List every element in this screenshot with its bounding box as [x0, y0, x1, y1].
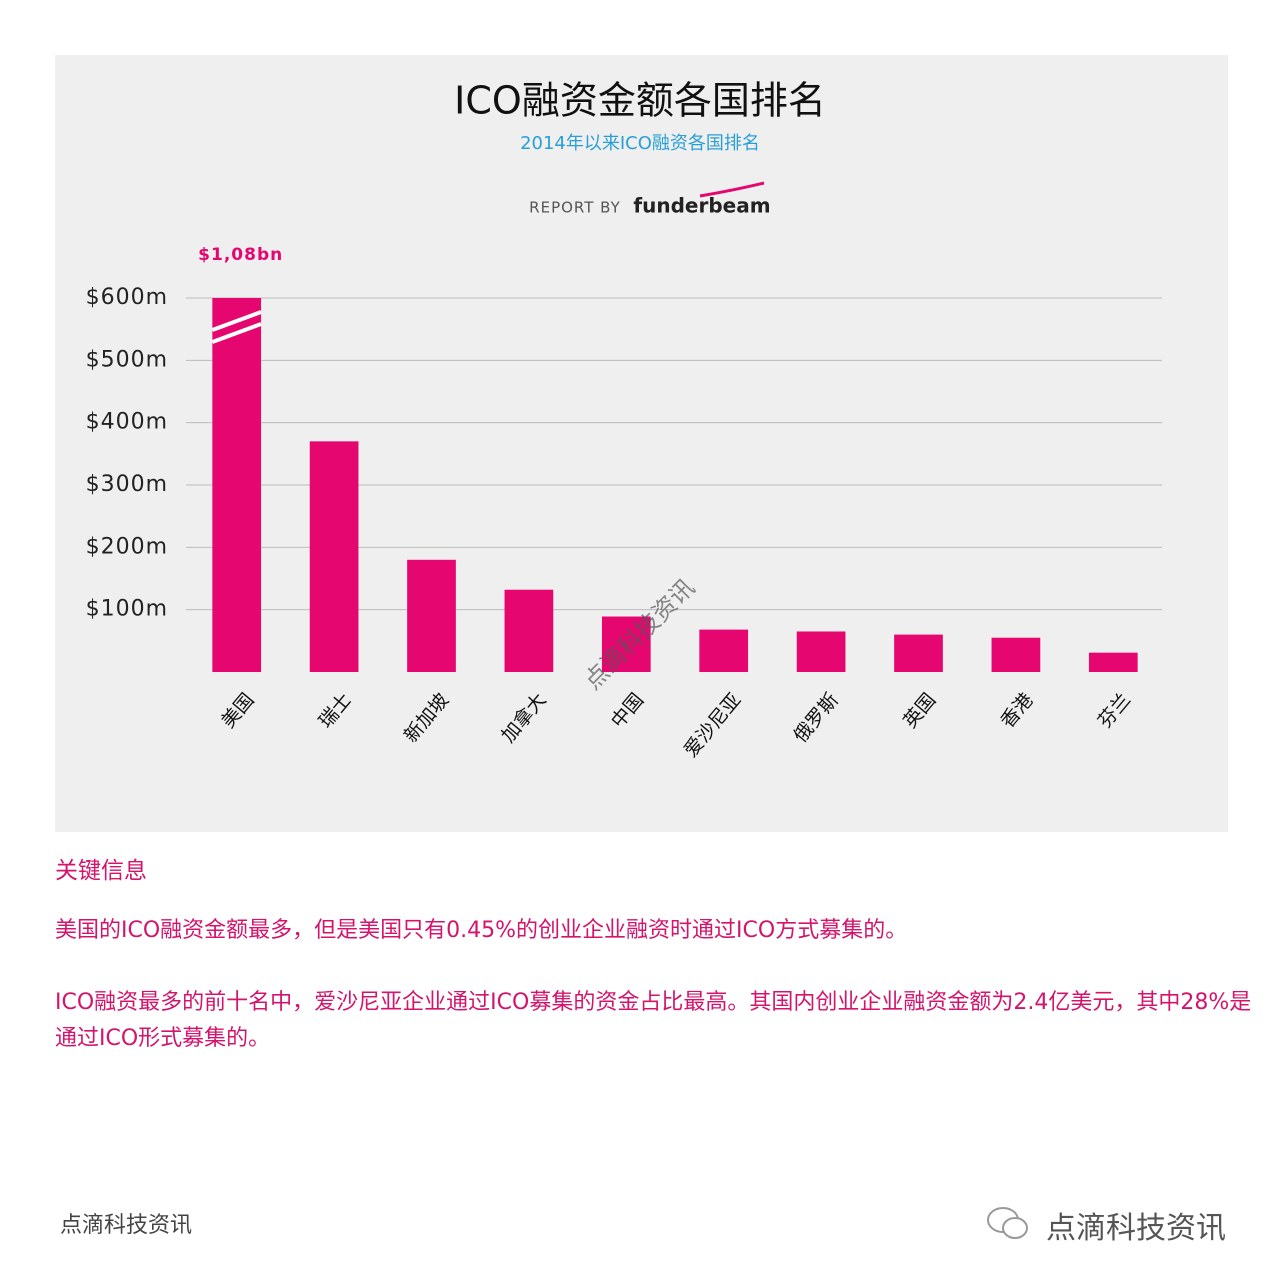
plot: $100m$200m$300m$400m$500m$600m美国$1,08bn瑞…	[86, 245, 1162, 761]
chart-title: ICO融资金额各国排名	[454, 79, 826, 123]
chart: ICO融资金额各国排名 2014年以来ICO融资各国排名 REPORT BY f…	[55, 55, 1228, 832]
bar	[991, 637, 1041, 672]
bar	[212, 298, 262, 673]
key-info-heading: 关键信息	[55, 858, 147, 884]
paragraph: ICO融资最多的前十名中，爱沙尼亚企业通过ICO募集的资金占比最高。其国内创业企…	[55, 990, 1252, 1051]
bar	[1088, 652, 1138, 672]
axis-break	[211, 322, 262, 344]
bar	[309, 441, 359, 672]
y-tick-label: $600m	[86, 285, 168, 310]
bar	[407, 559, 456, 672]
bar	[601, 616, 651, 672]
bar	[894, 634, 943, 672]
footer-right: 点滴科技资讯	[1046, 1211, 1226, 1246]
y-tick-label: $100m	[86, 597, 168, 622]
y-tick-label: $300m	[86, 472, 168, 497]
bar	[796, 631, 846, 672]
bars	[212, 298, 1138, 673]
brand: funderbeam	[633, 194, 770, 218]
axis-break	[211, 310, 262, 332]
y-tick-label: $200m	[86, 534, 168, 559]
brand-swoosh	[699, 181, 765, 198]
value-label: $1,08bn	[198, 245, 283, 265]
chart-subtitle: 2014年以来ICO融资各国排名	[520, 133, 760, 154]
wechat-icon	[987, 1207, 1028, 1239]
bar	[504, 589, 554, 672]
report-by: REPORT BY	[529, 199, 621, 217]
paragraph: 美国的ICO融资金额最多，但是美国只有0.45%的创业企业融资时通过ICO方式募…	[55, 918, 908, 943]
y-tick-label: $400m	[86, 410, 168, 435]
y-tick-label: $500m	[86, 347, 168, 372]
footer-left: 点滴科技资讯	[60, 1213, 193, 1238]
bar	[699, 629, 749, 672]
